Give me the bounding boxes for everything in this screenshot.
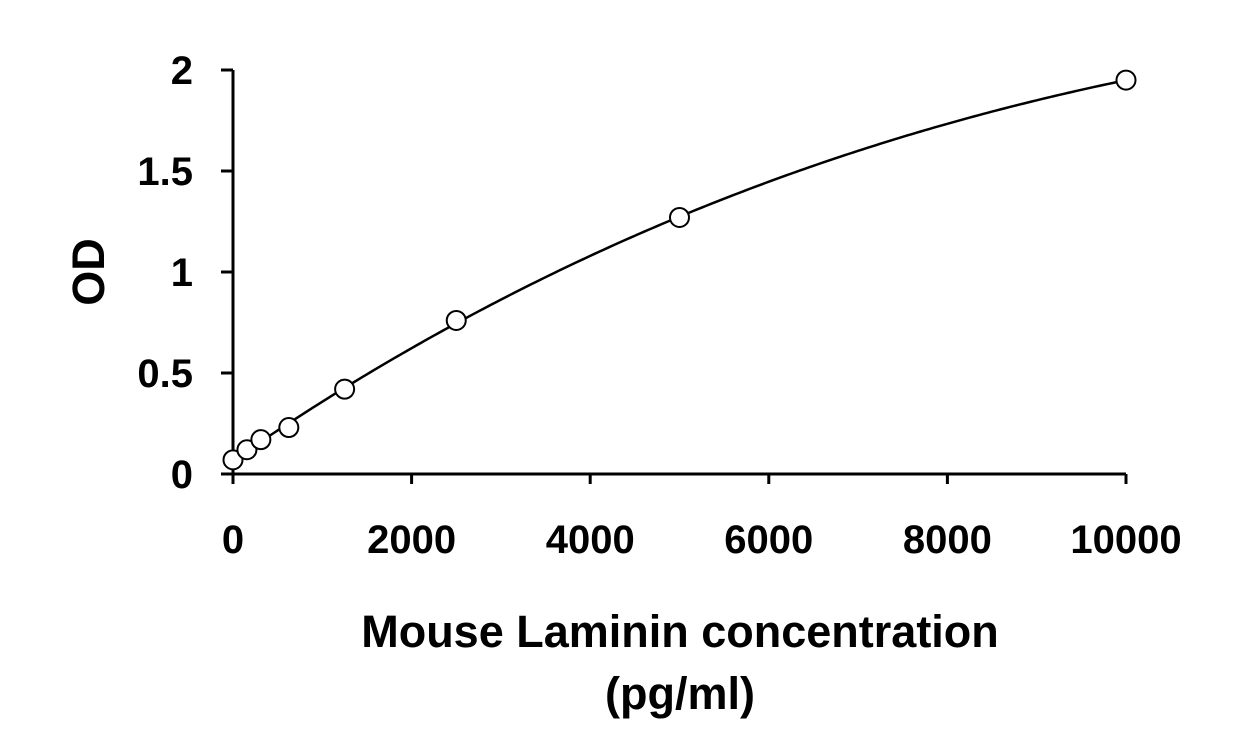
x-axis-ticks: 0 2000 4000 6000 8000 10000 — [222, 474, 1182, 562]
data-point — [445, 309, 467, 331]
x-tick-label: 4000 — [546, 518, 635, 562]
x-tick-label: 10000 — [1070, 518, 1181, 562]
y-tick-label: 1.5 — [137, 150, 193, 194]
y-axis-ticks: 0 0.5 1 1.5 2 — [137, 49, 233, 497]
x-tick-label: 6000 — [724, 518, 813, 562]
x-tick-label: 2000 — [367, 518, 456, 562]
fitted-curve — [232, 78, 1127, 462]
y-tick-label: 2 — [171, 49, 193, 93]
x-tick-label: 0 — [222, 518, 244, 562]
x-axis-title-line-2: (pg/ml) — [605, 668, 755, 719]
data-point — [222, 449, 244, 471]
x-axis-title-line-1: Mouse Laminin concentration — [361, 606, 999, 657]
data-point — [236, 439, 258, 461]
data-point — [669, 206, 690, 228]
data-point — [334, 378, 356, 400]
data-point — [250, 429, 272, 451]
y-tick-label: 0 — [171, 453, 193, 497]
data-points — [222, 69, 1137, 471]
x-tick-label: 8000 — [903, 518, 992, 562]
y-axis-title: OD — [63, 238, 114, 306]
y-tick-label: 0.5 — [137, 352, 193, 396]
data-point — [278, 417, 300, 439]
data-point — [1115, 69, 1137, 91]
y-tick-label: 1 — [171, 251, 193, 295]
